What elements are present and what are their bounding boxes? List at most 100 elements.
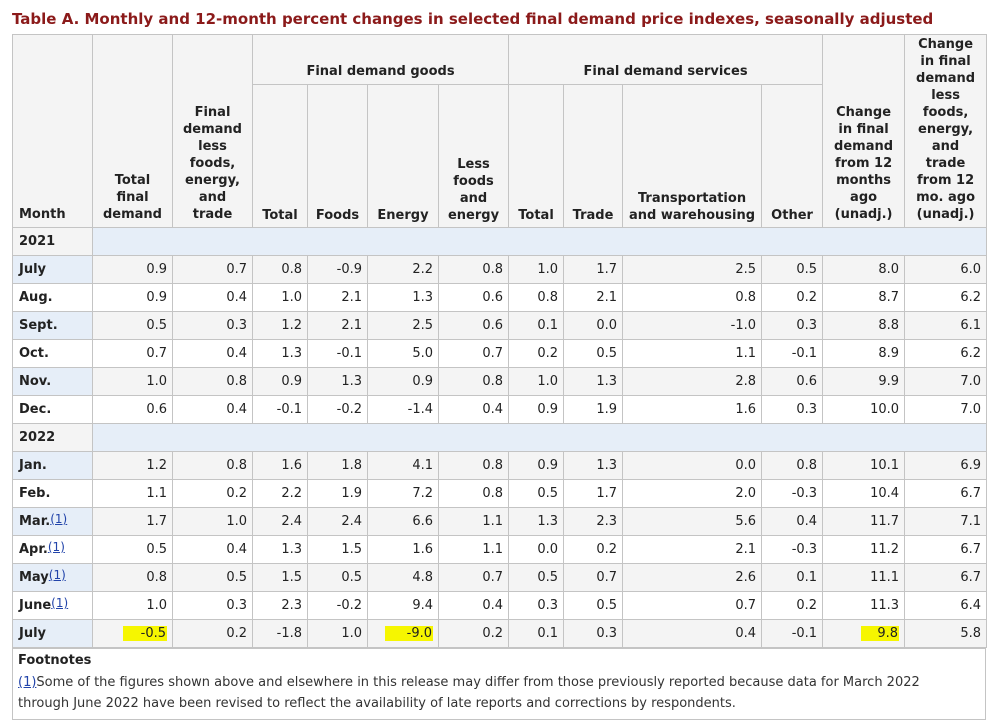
cell-services-other: 0.5 (761, 255, 824, 284)
cell-total-final-demand: 1.0 (92, 367, 173, 396)
header-services-trade: Trade (563, 84, 624, 228)
cell-value: 1.9 (596, 402, 618, 417)
cell-change-12: 9.9 (822, 367, 906, 396)
cell-change-12: 9.8 (822, 619, 906, 648)
row-month: July (12, 255, 93, 284)
footnote-link[interactable]: (1) (47, 540, 65, 554)
cell-value: 0.9 (412, 374, 433, 389)
year-row: 2021 (12, 227, 988, 256)
cell-value: 2.1 (735, 542, 757, 557)
cell-value: 0.5 (596, 598, 618, 613)
cell-value: 0.1 (796, 570, 818, 585)
footnote-1-link[interactable]: (1) (18, 675, 37, 690)
cell-value: 0.5 (537, 486, 559, 501)
table-row: July -0.5 0.2 -1.8 1.0 -9.0 0.2 0.1 0.3 0.4 -0.1 9.… (12, 619, 988, 648)
cell-change-12: 11.7 (822, 507, 906, 536)
cell-services-transportation: 2.6 (622, 563, 763, 592)
cell-value: 7.1 (960, 514, 982, 529)
cell-value: 9.8 (861, 626, 900, 641)
cell-goods-total: 1.3 (252, 339, 308, 368)
cell-services-total: 1.3 (508, 507, 565, 536)
cell-value: 0.9 (537, 402, 559, 417)
cell-change-12-less: 6.1 (904, 311, 988, 340)
cell-value: 6.7 (960, 542, 982, 557)
cell-goods-less: 0.7 (437, 339, 510, 368)
cell-services-trade: 0.0 (563, 311, 624, 340)
row-month: May(1) (12, 563, 93, 592)
cell-value: 11.7 (870, 514, 900, 529)
cell-fd-less: 0.8 (172, 367, 253, 396)
cell-goods-less: 0.7 (437, 563, 510, 592)
cell-total-final-demand: 0.9 (92, 283, 173, 312)
cell-fd-less: 1.0 (172, 507, 253, 536)
cell-fd-less: 0.5 (172, 563, 253, 592)
cell-value: 0.3 (796, 318, 818, 333)
cell-value: 6.7 (960, 570, 982, 585)
cell-value: 1.3 (281, 346, 302, 361)
header-change-12-months: Change in final demand from 12 months ag… (822, 34, 906, 228)
header-goods-less-foods-energy: Less foods and energy (437, 84, 510, 228)
cell-value: 0.2 (482, 626, 504, 641)
cell-goods-total: 1.0 (252, 283, 308, 312)
year-label: 2021 (12, 227, 93, 256)
table-title: Table A. Monthly and 12-month percent ch… (12, 10, 934, 28)
footnote-link[interactable]: (1) (50, 512, 68, 526)
cell-change-12: 8.0 (822, 255, 906, 284)
table-row: July 0.9 0.7 0.8 -0.9 2.2 0.8 1.0 1.7 2.5 0.5 8.0 6.… (12, 255, 988, 284)
cell-services-other: -0.1 (761, 619, 824, 648)
cell-total-final-demand: 0.5 (92, 535, 173, 564)
cell-value: 6.7 (960, 486, 982, 501)
cell-value: 0.8 (226, 458, 247, 473)
cell-value: 0.0 (735, 458, 757, 473)
cell-value: 0.5 (146, 542, 167, 557)
header-change-12-months-less: Change in final demand less foods, energ… (904, 34, 988, 228)
cell-goods-energy: -1.4 (367, 395, 439, 424)
cell-goods-foods: -0.2 (307, 395, 368, 424)
cell-value: 0.5 (796, 262, 818, 277)
cell-value: 0.7 (735, 598, 757, 613)
row-month-label: Mar. (19, 514, 51, 529)
cell-services-other: 0.2 (761, 283, 824, 312)
table-row: Apr.(1) 0.5 0.4 1.3 1.5 1.6 1.1 0.0 0.2 2.1 -0.3 11… (12, 535, 988, 564)
cell-value: 1.3 (596, 374, 618, 389)
header-goods-foods: Foods (307, 84, 368, 228)
cell-services-trade: 0.3 (563, 619, 624, 648)
cell-fd-less: 0.8 (172, 451, 253, 480)
cell-services-total: 0.3 (508, 591, 565, 620)
table-body: 2021 July 0.9 0.7 0.8 -0.9 2.2 0.8 1.0 1.7 2.5 0.5 8… (12, 227, 988, 648)
cell-change-12-less: 5.8 (904, 619, 988, 648)
cell-change-12-less: 6.2 (904, 283, 988, 312)
cell-value: 0.5 (537, 570, 559, 585)
cell-total-final-demand: 1.2 (92, 451, 173, 480)
cell-value: 0.2 (796, 598, 818, 613)
cell-value: 5.0 (412, 346, 433, 361)
cell-value: 0.6 (482, 318, 504, 333)
cell-change-12: 11.1 (822, 563, 906, 592)
cell-value: 2.1 (341, 290, 362, 305)
cell-goods-total: 1.3 (252, 535, 308, 564)
cell-value: 1.5 (341, 542, 362, 557)
cell-goods-total: 2.2 (252, 479, 308, 508)
row-month-label: Dec. (19, 402, 52, 417)
cell-value: 0.4 (226, 402, 247, 417)
footnote-link[interactable]: (1) (51, 596, 69, 610)
cell-fd-less: 0.3 (172, 311, 253, 340)
cell-value: 7.0 (960, 374, 982, 389)
row-month: Oct. (12, 339, 93, 368)
cell-services-transportation: 2.1 (622, 535, 763, 564)
footnote-link[interactable]: (1) (48, 568, 66, 582)
cell-change-12: 10.1 (822, 451, 906, 480)
cell-value: 11.3 (870, 598, 900, 613)
cell-total-final-demand: 0.6 (92, 395, 173, 424)
cell-goods-energy: 2.2 (367, 255, 439, 284)
cell-value: 0.8 (482, 262, 504, 277)
cell-services-other: 0.3 (761, 395, 824, 424)
table-row: Dec. 0.6 0.4 -0.1 -0.2 -1.4 0.4 0.9 1.9 1.6 0.3 10.… (12, 395, 988, 424)
cell-goods-less: 0.2 (437, 619, 510, 648)
cell-goods-total: -0.1 (252, 395, 308, 424)
cell-goods-total: 1.2 (252, 311, 308, 340)
cell-goods-less: 1.1 (437, 507, 510, 536)
cell-goods-energy: 6.6 (367, 507, 439, 536)
cell-value: 0.8 (482, 486, 504, 501)
